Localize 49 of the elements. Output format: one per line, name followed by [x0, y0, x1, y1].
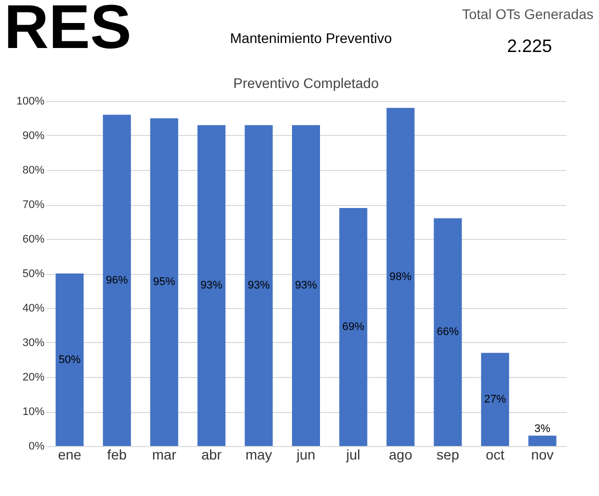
y-tick-label: 20%: [22, 372, 45, 384]
y-tick-label: 40%: [22, 302, 45, 314]
x-tick-label: jul: [345, 446, 360, 462]
y-tick-label: 30%: [22, 337, 45, 349]
text: Mantenimiento Preventivo: [230, 30, 392, 46]
bar: [528, 436, 556, 446]
data-label: 93%: [248, 280, 270, 292]
chart-title: Preventivo Completado: [233, 75, 379, 91]
y-tick-label: 100%: [16, 96, 45, 108]
data-label: 50%: [58, 354, 81, 366]
bar: [244, 125, 273, 446]
data-label: 96%: [106, 274, 128, 286]
bar: [434, 218, 462, 446]
y-tick-label: 60%: [22, 234, 45, 246]
x-tick-label: mar: [152, 446, 177, 462]
x-tick-label: abr: [201, 446, 222, 462]
y-tick-label: 90%: [22, 130, 45, 142]
data-label: 3%: [534, 422, 551, 435]
y-tick-label: 50%: [22, 268, 45, 280]
text: Total OTs Generadas: [462, 6, 594, 22]
data-label: 95%: [153, 276, 176, 288]
y-tick-label: 0%: [28, 440, 45, 452]
x-tick-label: feb: [107, 446, 127, 462]
data-label: 93%: [200, 280, 223, 292]
y-tick-label: 10%: [22, 406, 45, 418]
x-tick-label: sep: [436, 446, 460, 462]
text: RES: [4, 0, 132, 63]
y-tick-label: 70%: [22, 199, 45, 211]
bar: [150, 118, 178, 446]
x-tick-label: nov: [531, 446, 554, 462]
bar: [197, 125, 226, 446]
data-label: 27%: [484, 393, 506, 406]
bar: [292, 125, 320, 446]
x-tick-label: jun: [296, 446, 316, 462]
text: 2.225: [507, 36, 552, 57]
bar: [56, 274, 84, 446]
data-label: 98%: [390, 270, 412, 283]
bar: [102, 114, 131, 446]
x-tick-label: may: [246, 446, 272, 462]
data-label: 69%: [342, 320, 364, 333]
y-tick-label: 80%: [22, 164, 45, 176]
data-label: 66%: [436, 326, 460, 338]
x-tick-label: ago: [388, 446, 412, 462]
x-tick-label: oct: [486, 446, 505, 462]
x-tick-label: ene: [58, 446, 82, 462]
data-label: 93%: [294, 280, 318, 292]
bar: [481, 352, 510, 446]
bar: [339, 208, 368, 446]
bar: [386, 108, 415, 446]
